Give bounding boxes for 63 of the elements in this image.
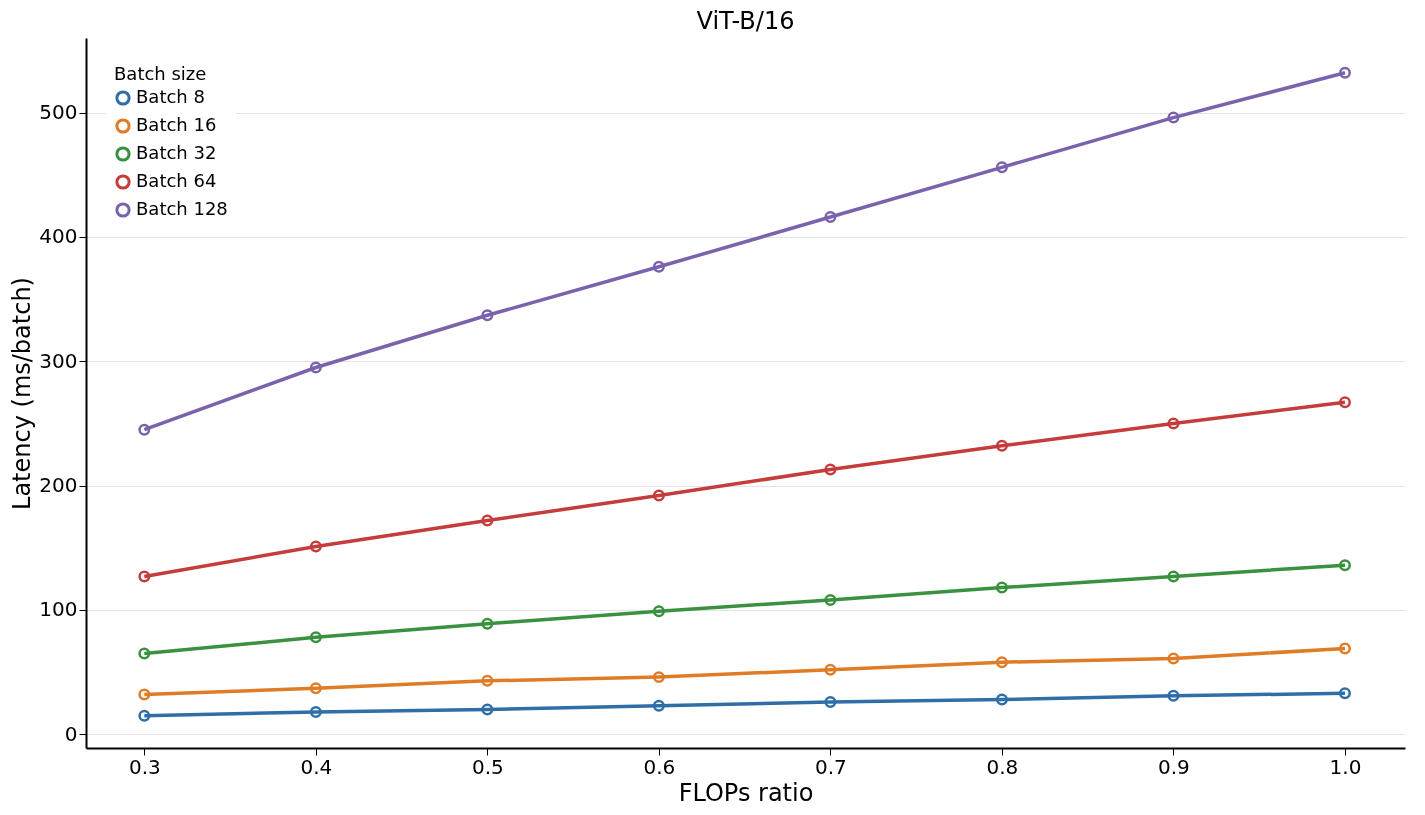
point bbox=[824, 663, 837, 676]
point bbox=[1338, 559, 1351, 572]
point bbox=[1167, 652, 1180, 665]
legend-label: Batch 128 bbox=[136, 198, 228, 219]
y-tick-label: 0 bbox=[64, 721, 78, 746]
point bbox=[1338, 642, 1351, 655]
point bbox=[1167, 570, 1180, 583]
x-axis-title: FLOPs ratio bbox=[678, 778, 814, 807]
x-tick-label: 0.9 bbox=[1158, 754, 1190, 779]
point bbox=[1167, 417, 1180, 430]
point bbox=[824, 594, 837, 607]
point bbox=[1167, 689, 1180, 702]
point bbox=[995, 439, 1008, 452]
point bbox=[652, 699, 665, 712]
point bbox=[481, 703, 494, 716]
point bbox=[481, 674, 494, 687]
x-tick-label: 1.0 bbox=[1329, 754, 1362, 779]
point bbox=[995, 693, 1008, 706]
point bbox=[138, 688, 151, 701]
point bbox=[652, 671, 665, 684]
point bbox=[1338, 687, 1351, 700]
point bbox=[481, 309, 494, 322]
y-tick-label: 500 bbox=[39, 100, 78, 125]
point bbox=[995, 161, 1008, 174]
x-tick-label: 0.4 bbox=[300, 754, 333, 779]
x-tick-label: 0.6 bbox=[643, 754, 676, 779]
legend-label: Batch 16 bbox=[136, 114, 217, 135]
point bbox=[138, 570, 151, 583]
point bbox=[309, 361, 322, 374]
point bbox=[824, 211, 837, 224]
point bbox=[652, 260, 665, 273]
y-tick-label: 400 bbox=[39, 224, 78, 249]
y-tick-label: 200 bbox=[39, 473, 78, 498]
point bbox=[652, 489, 665, 502]
point bbox=[138, 647, 151, 660]
point bbox=[1167, 111, 1180, 124]
y-tick-label: 100 bbox=[39, 597, 78, 622]
legend-label: Batch 32 bbox=[136, 142, 217, 163]
x-tick-label: 0.8 bbox=[986, 754, 1019, 779]
x-tick-label: 0.3 bbox=[128, 754, 161, 779]
legend-label: Batch 64 bbox=[136, 170, 217, 191]
point bbox=[1338, 396, 1351, 409]
x-tick-label: 0.5 bbox=[471, 754, 504, 779]
legend-title: Batch size bbox=[114, 63, 207, 84]
point bbox=[995, 581, 1008, 594]
legend-label: Batch 8 bbox=[136, 86, 205, 107]
point bbox=[481, 514, 494, 527]
chart-title: ViT-B/16 bbox=[696, 7, 795, 35]
point bbox=[824, 463, 837, 476]
point bbox=[138, 709, 151, 722]
y-axis-title: Latency (ms/batch) bbox=[8, 277, 37, 510]
point bbox=[995, 656, 1008, 669]
point bbox=[824, 696, 837, 708]
point bbox=[652, 605, 665, 618]
point bbox=[481, 617, 494, 630]
point bbox=[309, 705, 322, 718]
point bbox=[309, 540, 322, 553]
x-tick-label: 0.7 bbox=[815, 754, 847, 779]
y-tick-label: 300 bbox=[39, 348, 78, 373]
point bbox=[309, 631, 322, 644]
point bbox=[138, 423, 151, 436]
point bbox=[309, 682, 322, 695]
point bbox=[1338, 66, 1351, 79]
